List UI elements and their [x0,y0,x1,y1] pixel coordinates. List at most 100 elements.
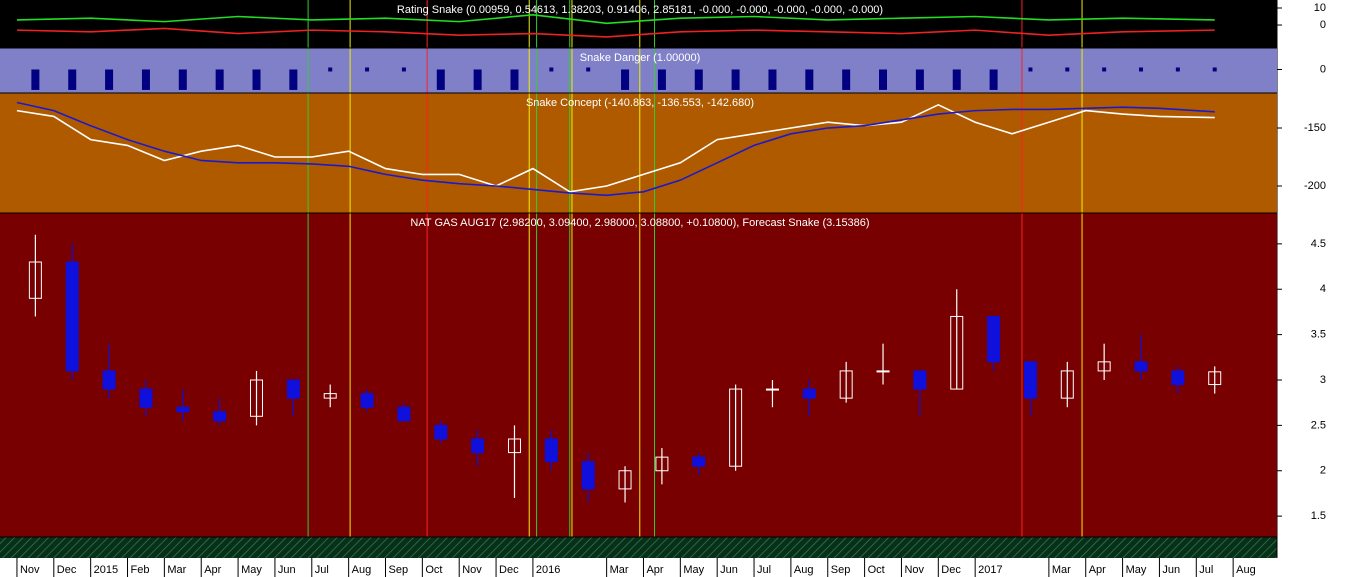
bar [105,69,114,90]
x-tick-label: May [683,564,704,576]
bar [657,69,666,90]
y-tick-label: 0 [1320,63,1326,75]
candle-body [950,315,964,390]
bar [1139,67,1144,72]
candle-body [802,388,816,399]
candle-body [507,438,521,454]
x-tick-label: Mar [167,564,186,576]
candle-body [618,470,632,490]
y-tick-label: -150 [1304,122,1326,134]
x-tick-label: Dec [499,564,519,576]
x-tick-label: Apr [646,564,663,576]
x-tick-label: Nov [462,564,482,576]
panel-title: NAT GAS AUG17 (2.98200, 3.09400, 2.98000… [410,217,869,229]
x-tick-label: Jul [315,564,329,576]
candle-body [692,456,706,467]
panel-title: Rating Snake (0.00959, 0.54613, 1.38203,… [397,4,883,16]
bar [252,69,261,90]
candle-body [1097,361,1111,372]
line-series [16,103,1215,193]
bar [842,69,851,90]
bar [68,69,77,90]
panel-background [0,48,1277,93]
panel-background [0,213,1277,537]
y-tick-label: 10 [1314,2,1326,14]
bar [473,69,482,90]
candle-body [139,388,153,408]
y-tick-label: 4 [1320,283,1326,295]
y-tick-label: 2.5 [1311,419,1326,431]
y-tick-label: 1.5 [1311,510,1326,522]
x-tick-label: Mar [1052,564,1071,576]
candle-body [765,388,779,391]
bar [989,69,998,90]
x-tick-label: Oct [425,564,442,576]
bar [401,67,406,72]
bar [879,69,888,90]
bar [141,69,150,90]
candle-body [987,315,1001,363]
x-tick-label: Sep [831,564,851,576]
x-tick-label: May [241,564,262,576]
x-tick-label: Apr [1089,564,1106,576]
bar [510,69,519,90]
candle-body [655,456,669,472]
candle-body [1060,370,1074,399]
x-tick-label: Aug [352,564,372,576]
candle-body [1134,361,1148,372]
candle-body [544,438,558,463]
bar [365,67,370,72]
candle-body [839,370,853,399]
x-tick-label: Sep [388,564,408,576]
x-tick-label: 2017 [978,564,1002,576]
bar [805,69,814,90]
y-tick-label: 3.5 [1311,329,1326,341]
panel-title: Snake Concept (-140.863, -136.553, -142.… [526,97,754,109]
x-tick-label: Nov [20,564,40,576]
candle-body [102,370,116,390]
bar [1102,67,1107,72]
bar [621,69,630,90]
x-tick-label: Jun [720,564,738,576]
candle-body [913,370,927,390]
y-tick-label: 2 [1320,465,1326,477]
line-series [16,101,1215,197]
x-tick-label: Feb [131,564,150,576]
candle-body [1171,370,1185,386]
x-tick-label: May [1126,564,1147,576]
y-tick-label: 3 [1320,374,1326,386]
bar [1065,67,1070,72]
bar [586,67,591,72]
x-tick-label: Dec [941,564,961,576]
bar [328,67,333,72]
line-series [16,14,1215,25]
candle-body [323,393,337,399]
x-tick-label: Nov [904,564,924,576]
y-tick-label: -200 [1304,180,1326,192]
bar [915,69,924,90]
x-tick-label: Dec [57,564,77,576]
panel-background [0,0,1277,48]
y-tick-label: 0 [1320,19,1326,31]
x-tick-label: Aug [1236,564,1256,576]
x-tick-label: 2015 [94,564,118,576]
candle-body [729,388,743,467]
bar [1212,67,1217,72]
candle-body [28,261,42,299]
bottom-strip [0,537,1277,558]
x-tick-label: Apr [204,564,221,576]
candle-body [65,261,79,372]
candle-body [1023,361,1037,399]
bar [731,69,740,90]
candle-body [397,406,411,422]
line-series [16,27,1215,38]
bar [31,69,40,90]
candle-body [360,393,374,408]
bar [178,69,187,90]
bar [1175,67,1180,72]
bar [694,69,703,90]
bar [768,69,777,90]
candle-body [213,411,227,422]
x-tick-label: Mar [610,564,629,576]
candle-body [286,379,300,399]
